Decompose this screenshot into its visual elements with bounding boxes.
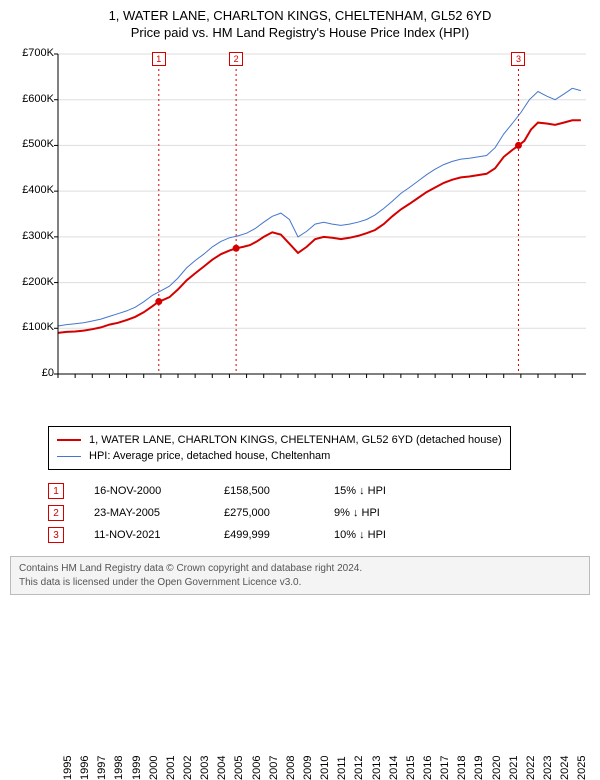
y-tick-label: £600K <box>10 93 54 105</box>
chart-svg <box>10 48 590 418</box>
x-tick-label: 2013 <box>371 756 383 780</box>
title-address: 1, WATER LANE, CHARLTON KINGS, CHELTENHA… <box>10 8 590 23</box>
sale-marker-badge: 2 <box>229 52 243 66</box>
x-tick-label: 1997 <box>96 756 108 780</box>
footer-line1: Contains HM Land Registry data © Crown c… <box>19 562 581 576</box>
x-tick-label: 2005 <box>233 756 245 780</box>
footer-attribution: Contains HM Land Registry data © Crown c… <box>10 556 590 595</box>
x-tick-label: 2014 <box>388 756 400 780</box>
x-tick-label: 2021 <box>508 756 520 780</box>
x-tick-label: 2001 <box>165 756 177 780</box>
x-tick-label: 2024 <box>559 756 571 780</box>
sale-marker-badge: 3 <box>511 52 525 66</box>
x-tick-label: 1995 <box>62 756 74 780</box>
sale-diff: 10% ↓ HPI <box>334 529 444 541</box>
x-tick-label: 2011 <box>336 756 348 780</box>
x-tick-label: 2020 <box>491 756 503 780</box>
sale-diff: 15% ↓ HPI <box>334 485 444 497</box>
y-tick-label: £0 <box>10 367 54 379</box>
y-tick-label: £200K <box>10 276 54 288</box>
title-block: 1, WATER LANE, CHARLTON KINGS, CHELTENHA… <box>10 8 590 40</box>
sale-row: 2 23-MAY-2005£275,0009% ↓ HPI <box>48 502 590 524</box>
x-tick-label: 2009 <box>302 756 314 780</box>
y-tick-label: £500K <box>10 138 54 150</box>
chart-container: 1, WATER LANE, CHARLTON KINGS, CHELTENHA… <box>0 0 600 603</box>
sale-row-badge: 3 <box>48 527 64 543</box>
sale-price: £499,999 <box>224 529 334 541</box>
x-tick-label: 2004 <box>216 756 228 780</box>
x-tick-label: 2017 <box>439 756 451 780</box>
x-tick-label: 1999 <box>131 756 143 780</box>
legend-label: HPI: Average price, detached house, Chel… <box>89 450 330 462</box>
sale-row: 1 16-NOV-2000£158,50015% ↓ HPI <box>48 480 590 502</box>
sales-table: 1 16-NOV-2000£158,50015% ↓ HPI 2 23-MAY-200… <box>48 480 590 546</box>
x-tick-label: 2002 <box>182 756 194 780</box>
footer-line2: This data is licensed under the Open Gov… <box>19 576 581 590</box>
x-tick-label: 2022 <box>525 756 537 780</box>
x-tick-label: 2018 <box>456 756 468 780</box>
sale-price: £275,000 <box>224 507 334 519</box>
x-tick-label: 2006 <box>251 756 263 780</box>
x-tick-label: 2012 <box>353 756 365 780</box>
y-tick-label: £100K <box>10 321 54 333</box>
legend-row: 1, WATER LANE, CHARLTON KINGS, CHELTENHA… <box>57 432 502 448</box>
x-tick-label: 1998 <box>113 756 125 780</box>
x-tick-label: 2007 <box>268 756 280 780</box>
sale-date: 16-NOV-2000 <box>94 485 224 497</box>
x-tick-label: 2003 <box>199 756 211 780</box>
x-tick-label: 2008 <box>285 756 297 780</box>
y-tick-label: £300K <box>10 230 54 242</box>
x-tick-label: 2010 <box>319 756 331 780</box>
x-tick-label: 2016 <box>422 756 434 780</box>
chart-area: £0£100K£200K£300K£400K£500K£600K£700K 19… <box>10 48 590 418</box>
legend-row: HPI: Average price, detached house, Chel… <box>57 448 502 464</box>
sale-date: 23-MAY-2005 <box>94 507 224 519</box>
sale-price: £158,500 <box>224 485 334 497</box>
title-subtitle: Price paid vs. HM Land Registry's House … <box>10 25 590 40</box>
x-tick-label: 2000 <box>148 756 160 780</box>
x-tick-label: 2019 <box>473 756 485 780</box>
sale-row-badge: 2 <box>48 505 64 521</box>
x-tick-label: 2025 <box>576 756 588 780</box>
sale-row: 3 11-NOV-2021£499,99910% ↓ HPI <box>48 524 590 546</box>
legend: 1, WATER LANE, CHARLTON KINGS, CHELTENHA… <box>48 426 511 470</box>
sale-diff: 9% ↓ HPI <box>334 507 444 519</box>
x-tick-label: 1996 <box>79 756 91 780</box>
sale-row-badge: 1 <box>48 483 64 499</box>
legend-swatch <box>57 456 81 457</box>
sale-marker-badge: 1 <box>152 52 166 66</box>
y-tick-label: £700K <box>10 47 54 59</box>
legend-label: 1, WATER LANE, CHARLTON KINGS, CHELTENHA… <box>89 434 502 446</box>
legend-swatch <box>57 439 81 441</box>
x-tick-label: 2015 <box>405 756 417 780</box>
y-tick-label: £400K <box>10 184 54 196</box>
sale-date: 11-NOV-2021 <box>94 529 224 541</box>
x-tick-label: 2023 <box>542 756 554 780</box>
